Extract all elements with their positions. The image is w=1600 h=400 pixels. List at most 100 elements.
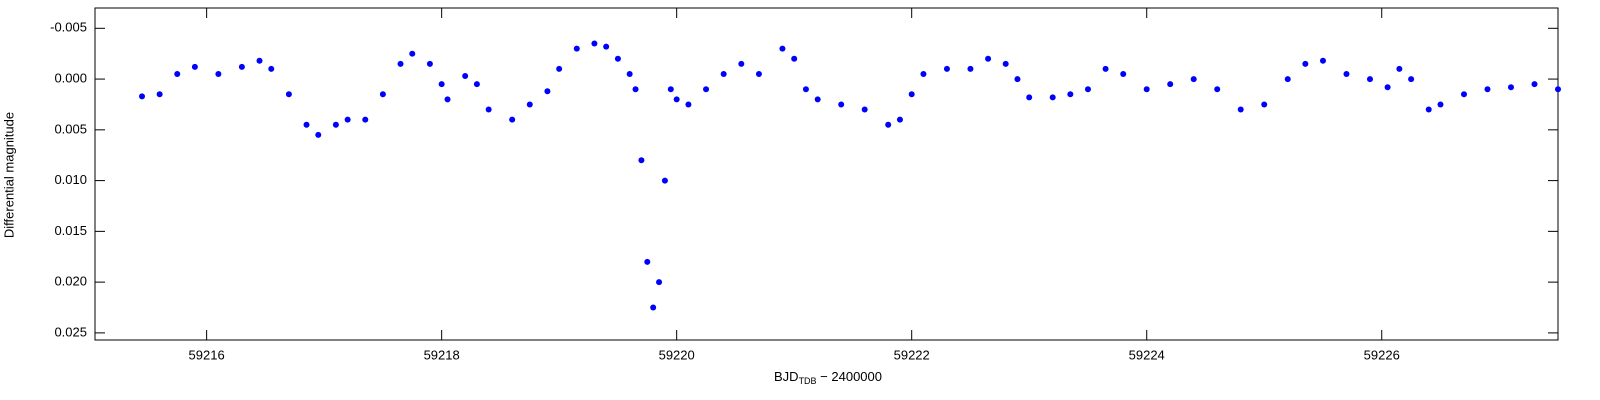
data-point (838, 101, 845, 108)
data-point (1143, 86, 1150, 93)
data-point (967, 65, 974, 72)
data-point (409, 50, 416, 57)
data-point (779, 45, 786, 52)
data-point (1408, 76, 1415, 83)
data-point (1396, 65, 1403, 72)
data-point (791, 55, 798, 62)
data-point (720, 70, 727, 77)
data-point (1167, 81, 1174, 88)
data-point (1026, 94, 1033, 101)
data-point (685, 101, 692, 108)
data-point (755, 70, 762, 77)
data-point (438, 81, 445, 88)
data-point (1555, 86, 1561, 93)
data-point (661, 177, 668, 184)
data-point (526, 101, 533, 108)
data-point (738, 60, 745, 67)
data-point (315, 131, 322, 138)
data-point (462, 73, 469, 80)
data-point (544, 88, 551, 95)
data-point (215, 70, 222, 77)
data-point (943, 65, 950, 72)
y-axis-label: Differential magnitude (1, 112, 16, 238)
data-point (573, 45, 580, 52)
data-point (1384, 84, 1391, 91)
data-point (1343, 70, 1350, 77)
data-point (1302, 60, 1309, 67)
data-point (632, 86, 639, 93)
data-point (1014, 76, 1021, 83)
data-point (303, 121, 310, 128)
y-tick-label: 0.005 (54, 121, 87, 136)
y-tick-label: 0.000 (54, 71, 87, 86)
data-point (667, 86, 674, 93)
data-point (644, 258, 651, 265)
data-point (703, 86, 710, 93)
data-point (362, 116, 369, 123)
data-point (896, 116, 903, 123)
data-point (1460, 91, 1467, 98)
data-point (509, 116, 516, 123)
data-point (1214, 86, 1221, 93)
data-point (673, 96, 680, 103)
x-tick-label: 59216 (189, 347, 225, 362)
data-point (139, 93, 146, 100)
data-point (556, 65, 563, 72)
data-point (1319, 57, 1326, 64)
data-point (1484, 86, 1491, 93)
x-tick-label: 59226 (1364, 347, 1400, 362)
data-point (1120, 70, 1127, 77)
x-axis-label: BJDTDB − 2400000 (774, 369, 882, 386)
data-point (444, 96, 451, 103)
data-point (1049, 94, 1056, 101)
data-point (1190, 76, 1197, 83)
data-point (174, 70, 181, 77)
data-point (397, 60, 404, 67)
data-point (485, 106, 492, 113)
data-point (1507, 84, 1514, 91)
y-tick-label: 0.025 (54, 324, 87, 339)
data-point (985, 55, 992, 62)
data-point (650, 304, 657, 311)
data-point (861, 106, 868, 113)
data-point (591, 40, 598, 47)
data-point (1067, 91, 1074, 98)
x-tick-label: 59218 (424, 347, 460, 362)
data-point (656, 279, 663, 286)
data-point (908, 91, 915, 98)
x-tick-label: 59224 (1129, 347, 1165, 362)
data-point (603, 43, 610, 50)
data-point (268, 65, 275, 72)
data-point (473, 81, 480, 88)
data-point (1002, 60, 1009, 67)
data-point (802, 86, 809, 93)
data-point (638, 157, 645, 164)
data-point (285, 91, 292, 98)
data-point (426, 60, 433, 67)
y-tick-label: 0.020 (54, 274, 87, 289)
data-point (885, 121, 892, 128)
data-point (1237, 106, 1244, 113)
x-label-rest: − 2400000 (817, 369, 882, 384)
x-tick-label: 59220 (659, 347, 695, 362)
data-point (920, 70, 927, 77)
y-tick-label: -0.005 (50, 20, 87, 35)
data-point (1084, 86, 1091, 93)
data-point (379, 91, 386, 98)
data-point (156, 91, 163, 98)
data-point (344, 116, 351, 123)
data-point (614, 55, 621, 62)
data-point (256, 57, 263, 64)
y-tick-label: 0.015 (54, 223, 87, 238)
x-tick-label: 59222 (894, 347, 930, 362)
data-point (1437, 101, 1444, 108)
data-point (1531, 81, 1538, 88)
data-point (626, 70, 633, 77)
x-label-main: BJD (774, 369, 799, 384)
data-point (1284, 76, 1291, 83)
data-point (1261, 101, 1268, 108)
data-point (1102, 65, 1109, 72)
data-point (1425, 106, 1432, 113)
data-point (191, 63, 198, 70)
